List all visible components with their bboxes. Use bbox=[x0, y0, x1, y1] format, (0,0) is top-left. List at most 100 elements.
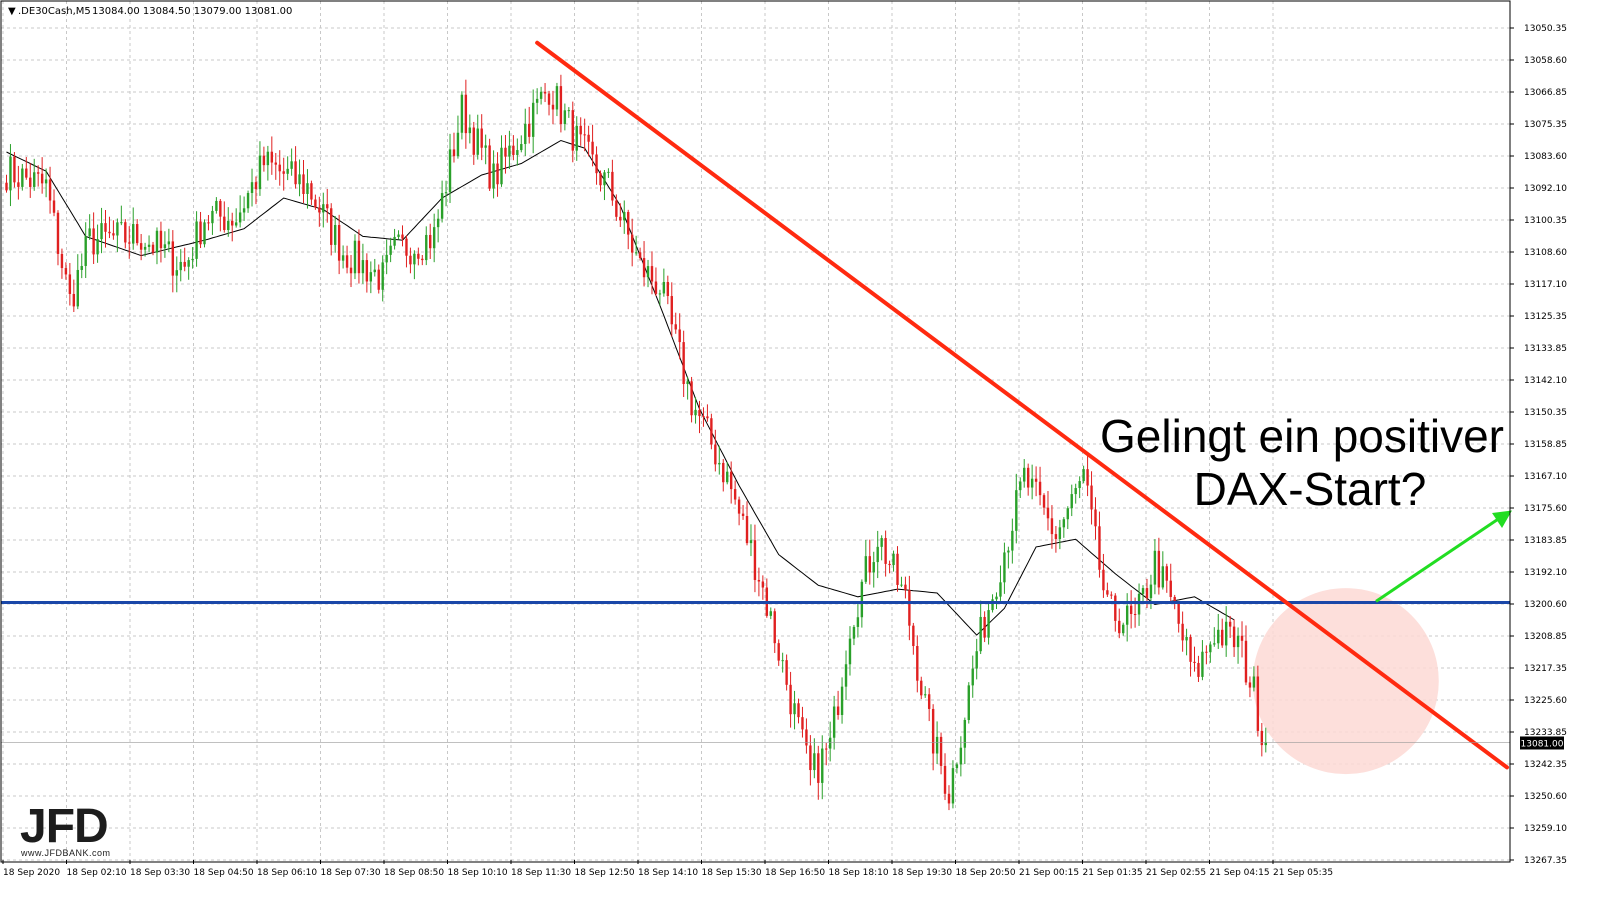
candle bbox=[1240, 621, 1244, 658]
candle bbox=[278, 150, 281, 186]
candle bbox=[369, 261, 373, 294]
candle bbox=[868, 539, 871, 585]
candle bbox=[282, 157, 285, 191]
candle bbox=[947, 785, 951, 811]
candle bbox=[571, 101, 574, 163]
candle-body bbox=[231, 220, 234, 226]
candle-body bbox=[1110, 594, 1113, 596]
candle bbox=[393, 228, 396, 250]
candle bbox=[1038, 466, 1042, 506]
candle bbox=[36, 165, 40, 187]
candle-body bbox=[159, 230, 163, 249]
candle bbox=[836, 690, 840, 720]
candle-body bbox=[678, 329, 681, 343]
symbol-label: .DE30Cash,M5 bbox=[18, 6, 91, 17]
candle-body bbox=[777, 643, 780, 661]
candle-body bbox=[1094, 509, 1097, 527]
x-tick-label: 18 Sep 18:10 bbox=[829, 868, 889, 878]
candle-body bbox=[1213, 643, 1216, 645]
candle-body bbox=[72, 293, 76, 307]
y-tick-label: 13225.60 bbox=[1524, 696, 1567, 706]
candle-body bbox=[13, 156, 16, 183]
candle-body bbox=[571, 110, 574, 151]
candle bbox=[828, 721, 832, 762]
candle-body bbox=[1165, 566, 1168, 581]
candle-body bbox=[472, 127, 475, 155]
candle bbox=[409, 247, 412, 274]
candle-body bbox=[1122, 624, 1125, 634]
candle-body bbox=[619, 216, 622, 221]
candle bbox=[666, 275, 670, 305]
candle-body bbox=[436, 218, 440, 228]
candle bbox=[88, 214, 91, 240]
candle bbox=[634, 235, 638, 256]
candle bbox=[686, 376, 689, 400]
dropdown-triangle-icon[interactable]: ▼ bbox=[8, 6, 16, 17]
candle bbox=[1106, 582, 1109, 597]
candle-body bbox=[373, 269, 376, 273]
candle bbox=[167, 228, 171, 253]
candle-body bbox=[931, 708, 935, 754]
candle bbox=[832, 695, 836, 750]
candle-body bbox=[1193, 661, 1196, 663]
candle bbox=[1177, 601, 1180, 633]
candle bbox=[254, 176, 258, 205]
candle bbox=[1086, 455, 1089, 497]
y-tick-label: 13075.35 bbox=[1524, 120, 1567, 130]
candle bbox=[1197, 655, 1200, 682]
candle-body bbox=[1256, 676, 1260, 731]
candle-body bbox=[64, 268, 68, 275]
candle-body bbox=[1224, 621, 1228, 646]
candle-body bbox=[135, 224, 139, 244]
candle-body bbox=[785, 660, 788, 685]
candle-body bbox=[163, 244, 167, 249]
candle bbox=[864, 540, 868, 584]
candle bbox=[1185, 628, 1188, 656]
candle-body bbox=[1015, 490, 1018, 531]
candle bbox=[1181, 611, 1184, 652]
candle bbox=[1244, 625, 1248, 686]
candle bbox=[924, 686, 927, 698]
candle bbox=[1026, 463, 1030, 496]
candle bbox=[322, 192, 325, 228]
candle-body bbox=[17, 182, 20, 187]
candle-body bbox=[1217, 629, 1220, 644]
candle-body bbox=[381, 262, 384, 290]
candle-body bbox=[326, 204, 329, 209]
candle-body bbox=[333, 224, 337, 245]
candle bbox=[147, 235, 151, 253]
candle bbox=[1141, 585, 1145, 602]
candle-body bbox=[1264, 742, 1267, 746]
candle bbox=[25, 157, 28, 180]
x-tick-label: 18 Sep 04:50 bbox=[194, 868, 254, 878]
candle-body bbox=[413, 253, 416, 265]
candle bbox=[68, 262, 72, 306]
candle bbox=[432, 213, 436, 263]
candle bbox=[535, 88, 539, 115]
candle-body bbox=[516, 150, 519, 155]
candle bbox=[40, 157, 44, 194]
candle-body bbox=[1082, 469, 1085, 482]
candle-body bbox=[595, 154, 598, 174]
candle bbox=[60, 248, 64, 279]
candle-body bbox=[476, 128, 479, 155]
candle-body bbox=[832, 706, 836, 738]
candle-body bbox=[139, 243, 143, 250]
candle bbox=[1118, 608, 1121, 639]
candle-body bbox=[1236, 635, 1240, 648]
highlight-layer bbox=[1252, 588, 1439, 775]
candle-body bbox=[813, 753, 816, 771]
candle-body bbox=[488, 145, 491, 189]
candle-body bbox=[425, 234, 428, 261]
candle bbox=[1082, 465, 1085, 484]
candle bbox=[195, 211, 198, 267]
candle bbox=[234, 208, 238, 228]
candle bbox=[151, 241, 155, 256]
candle-body bbox=[801, 717, 804, 730]
candle bbox=[480, 114, 483, 161]
candle bbox=[290, 148, 293, 176]
candle bbox=[187, 257, 190, 280]
candle-body bbox=[88, 228, 91, 237]
candle bbox=[139, 233, 143, 261]
